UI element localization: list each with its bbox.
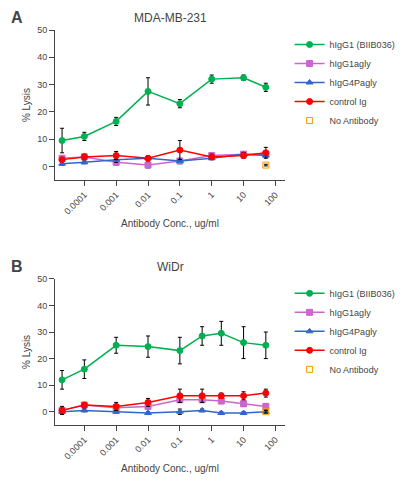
svg-text:No Antibody: No Antibody — [330, 116, 379, 126]
svg-text:hIgG4Pagly: hIgG4Pagly — [330, 327, 378, 337]
svg-text:0.0001: 0.0001 — [62, 435, 89, 462]
svg-text:10: 10 — [234, 190, 248, 204]
svg-text:0.1: 0.1 — [169, 190, 185, 206]
svg-text:50: 50 — [37, 274, 47, 284]
svg-text:10: 10 — [37, 380, 47, 390]
svg-text:1: 1 — [206, 435, 217, 446]
svg-text:0.0001: 0.0001 — [62, 190, 89, 217]
svg-text:0.01: 0.01 — [133, 190, 152, 209]
svg-text:10: 10 — [37, 134, 47, 144]
svg-text:hIgG1 (BIIB036): hIgG1 (BIIB036) — [330, 289, 395, 299]
svg-text:hIgG1agly: hIgG1agly — [330, 59, 372, 69]
svg-text:0.001: 0.001 — [98, 435, 121, 458]
svg-text:100: 100 — [262, 435, 280, 453]
svg-text:0.001: 0.001 — [98, 190, 121, 213]
svg-text:A: A — [11, 9, 23, 26]
svg-text:hIgG1 (BIIB036): hIgG1 (BIIB036) — [330, 40, 395, 50]
svg-text:10: 10 — [234, 435, 248, 449]
svg-text:Antibody Conc., ug/ml: Antibody Conc., ug/ml — [121, 218, 219, 229]
svg-text:control Ig: control Ig — [330, 97, 367, 107]
svg-text:50: 50 — [37, 25, 47, 35]
svg-text:Antibody Conc., ug/ml: Antibody Conc., ug/ml — [121, 463, 219, 474]
svg-text:0.1: 0.1 — [169, 435, 185, 451]
svg-text:100: 100 — [262, 190, 280, 208]
svg-text:1: 1 — [206, 190, 217, 201]
svg-text:0.01: 0.01 — [133, 435, 152, 454]
svg-text:No Antibody: No Antibody — [330, 365, 379, 375]
svg-text:MDA-MB-231: MDA-MB-231 — [134, 11, 207, 25]
svg-text:WiDr: WiDr — [157, 260, 184, 274]
svg-text:% Lysis: % Lysis — [21, 88, 32, 122]
svg-text:hIgG4Pagly: hIgG4Pagly — [330, 78, 378, 88]
svg-text:hIgG1agly: hIgG1agly — [330, 308, 372, 318]
svg-text:40: 40 — [37, 301, 47, 311]
svg-text:0: 0 — [42, 162, 47, 172]
svg-text:40: 40 — [37, 52, 47, 62]
svg-text:30: 30 — [37, 327, 47, 337]
svg-text:B: B — [11, 258, 23, 275]
svg-text:20: 20 — [37, 107, 47, 117]
svg-text:20: 20 — [37, 354, 47, 364]
svg-text:0: 0 — [42, 407, 47, 417]
svg-text:% Lysis: % Lysis — [21, 335, 32, 369]
svg-text:control Ig: control Ig — [330, 346, 367, 356]
svg-text:30: 30 — [37, 80, 47, 90]
